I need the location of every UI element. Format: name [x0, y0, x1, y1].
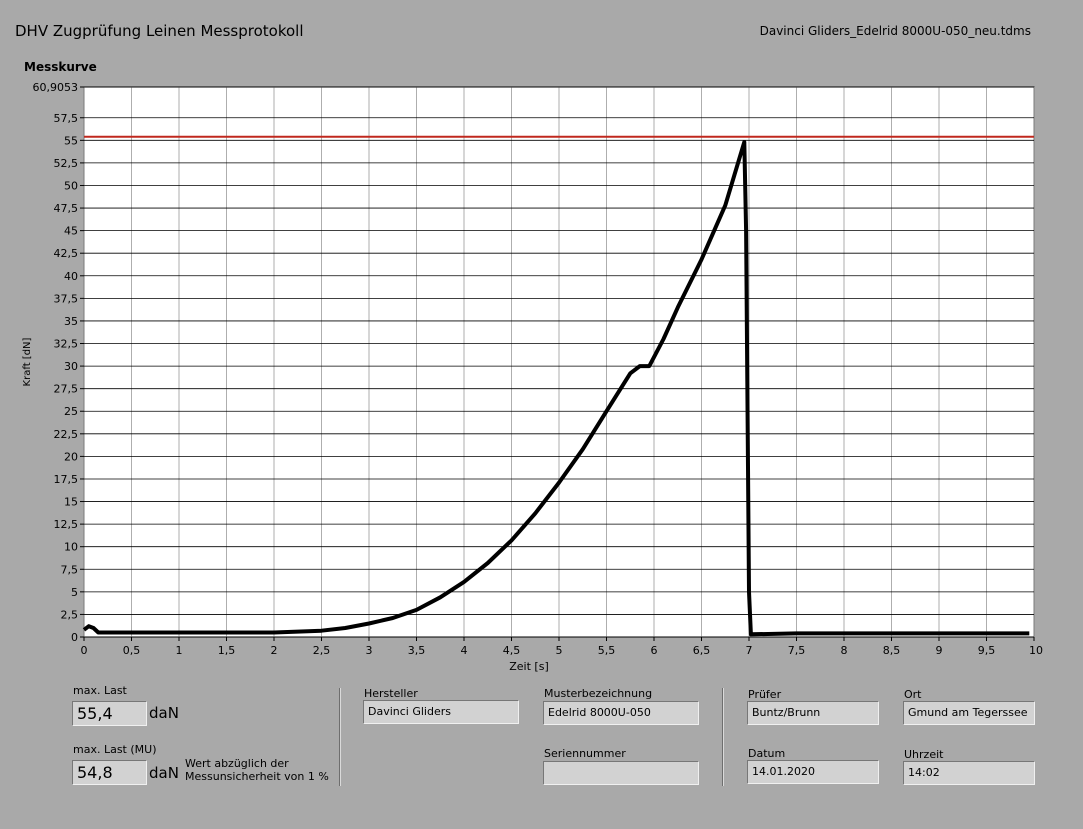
- force-time-chart: 0 0,5 1 1,5 2 2,5 3 3,5 4 4,5 5 5,5 6 6,5 7 7,5 8 8,5 9 9,5…: [22, 81, 1043, 673]
- datum-label: Datum: [748, 747, 786, 760]
- y-tick-label: 45: [64, 225, 78, 238]
- max-last-unit: daN: [149, 704, 179, 722]
- hersteller-field: Davinci Gliders: [363, 700, 519, 724]
- graph-title: Messkurve: [24, 60, 97, 74]
- x-axis-label: Zeit [s]: [509, 660, 548, 673]
- x-tick-label: 5: [556, 644, 563, 657]
- y-tick-label: 35: [64, 315, 78, 328]
- max-last-mu-unit: daN: [149, 764, 179, 782]
- y-tick-label: 57,5: [54, 112, 79, 125]
- y-tick-label: 20: [64, 450, 78, 463]
- musterbezeichnung-label: Musterbezeichnung: [544, 687, 653, 700]
- x-tick-label: 0,5: [123, 644, 141, 657]
- force-curve: [82, 140, 1030, 637]
- page-title: DHV Zugprüfung Leinen Messprotokoll: [15, 22, 304, 40]
- x-tick-label: 0: [81, 644, 88, 657]
- separator: [722, 688, 724, 786]
- x-tick-label: 1: [176, 644, 183, 657]
- y-axis-label: Kraft [dN]: [22, 337, 33, 386]
- x-tick-label: 4: [461, 644, 468, 657]
- y-tick-label: 47,5: [54, 202, 79, 215]
- x-tick-label: 6,5: [693, 644, 711, 657]
- y-tick-label: 15: [64, 496, 78, 509]
- uhrzeit-label: Uhrzeit: [904, 748, 944, 761]
- y-tick-label: 5: [71, 586, 78, 599]
- y-tick-label: 12,5: [54, 518, 79, 531]
- x-tick-label: 2,5: [313, 644, 331, 657]
- y-tick-label: 42,5: [54, 247, 79, 260]
- x-tick-label: 10: [1029, 644, 1043, 657]
- musterbezeichnung-field: Edelrid 8000U-050: [543, 701, 699, 725]
- x-tick-label: 8,5: [883, 644, 901, 657]
- datum-field: 14.01.2020: [747, 760, 879, 784]
- x-tick-label: 8: [841, 644, 848, 657]
- max-last-mu-field: 54,8: [72, 760, 147, 785]
- separator: [339, 688, 341, 786]
- y-tick-label: 40: [64, 270, 78, 283]
- y-tick-label: 60,9053: [33, 81, 79, 94]
- x-tick-label: 9,5: [978, 644, 996, 657]
- y-tick-label: 37,5: [54, 292, 79, 305]
- max-last-mu-label: max. Last (MU): [73, 743, 157, 756]
- x-tick-label: 5,5: [598, 644, 616, 657]
- y-tick-label: 25: [64, 405, 78, 418]
- ort-field: Gmund am Tegerssee: [903, 701, 1035, 725]
- x-tick-label: 3: [366, 644, 373, 657]
- y-tick-label: 50: [64, 179, 78, 192]
- y-tick-label: 0: [71, 631, 78, 644]
- x-tick-label: 2: [271, 644, 278, 657]
- y-tick-label: 30: [64, 360, 78, 373]
- seriennummer-field: [543, 761, 699, 785]
- x-tick-label: 1,5: [218, 644, 236, 657]
- x-tick-label: 9: [936, 644, 943, 657]
- x-tick-label: 3,5: [408, 644, 426, 657]
- x-tick-label: 7,5: [788, 644, 806, 657]
- y-tick-label: 2,5: [61, 608, 79, 621]
- file-name: Davinci Gliders_Edelrid 8000U-050_neu.td…: [759, 24, 1031, 38]
- y-tick-label: 55: [64, 134, 78, 147]
- ort-label: Ort: [904, 688, 922, 701]
- max-last-label: max. Last: [73, 684, 127, 697]
- x-tick-label: 4,5: [503, 644, 521, 657]
- y-tick-label: 22,5: [54, 428, 79, 441]
- uncertainty-note: Wert abzüglich der Messunsicherheit von …: [185, 757, 329, 783]
- y-tick-label: 52,5: [54, 157, 79, 170]
- x-tick-label: 6: [651, 644, 658, 657]
- seriennummer-label: Seriennummer: [544, 747, 626, 760]
- y-tick-label: 17,5: [54, 473, 79, 486]
- pruefer-label: Prüfer: [748, 688, 782, 701]
- y-tick-label: 10: [64, 541, 78, 554]
- max-last-field: 55,4: [72, 701, 147, 726]
- y-tick-label: 32,5: [54, 338, 79, 351]
- hersteller-label: Hersteller: [364, 687, 418, 700]
- y-tick-label: 27,5: [54, 383, 79, 396]
- x-tick-label: 7: [746, 644, 753, 657]
- pruefer-field: Buntz/Brunn: [747, 701, 879, 725]
- y-tick-label: 7,5: [61, 563, 79, 576]
- uhrzeit-field: 14:02: [903, 761, 1035, 785]
